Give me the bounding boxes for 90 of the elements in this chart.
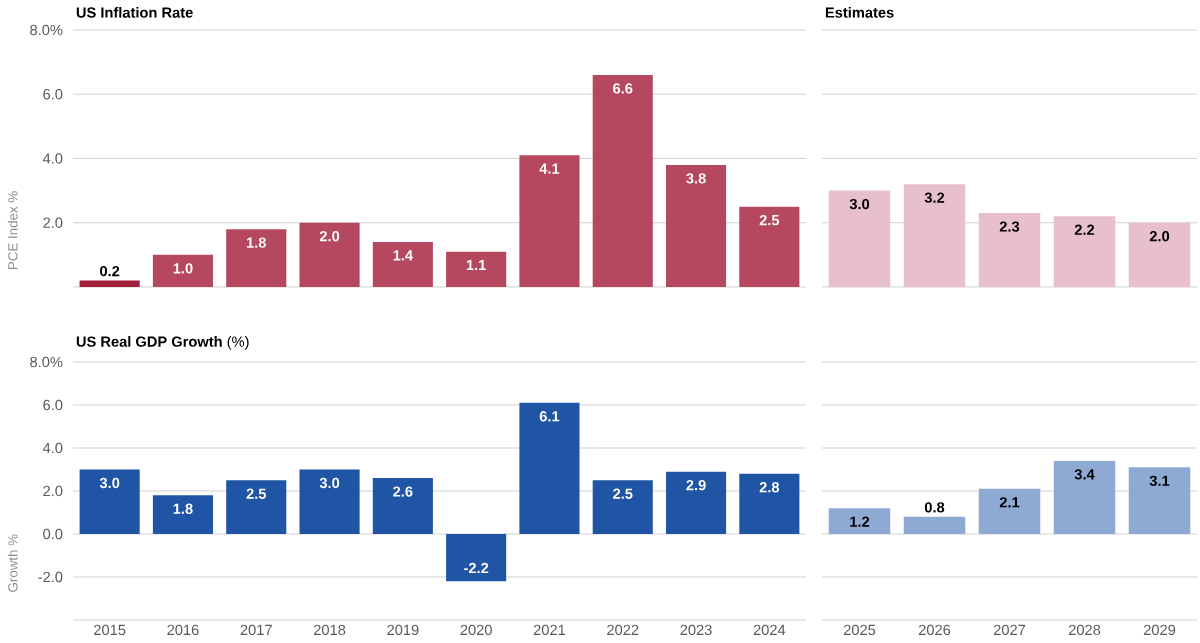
- x-tick-label: 2015: [94, 624, 126, 636]
- bar: [226, 480, 287, 534]
- data-label: 2.0: [1149, 231, 1170, 242]
- bar: [828, 508, 891, 534]
- bar: [978, 488, 1041, 534]
- x-tick-label: 2020: [460, 624, 492, 636]
- x-tick-label: 2027: [993, 624, 1026, 636]
- y-tick-label: 8.0%: [30, 356, 63, 368]
- data-label: 3.0: [99, 477, 120, 489]
- bar: [739, 206, 800, 287]
- bar: [152, 254, 213, 287]
- bar: [1128, 467, 1191, 534]
- y-tick-label: 6.0: [43, 399, 63, 411]
- y-tick-label: 8.0%: [30, 24, 63, 36]
- bar: [372, 478, 433, 534]
- y-tick-label: 4.0: [42, 153, 63, 164]
- x-tick-label: 2026: [918, 624, 951, 636]
- data-label: 2.8: [759, 482, 780, 493]
- data-label: 3.2: [924, 192, 945, 203]
- bar: [978, 213, 1041, 287]
- bar: [446, 534, 507, 582]
- bar: [299, 469, 360, 534]
- x-tick-label: 2029: [1143, 624, 1176, 636]
- data-label: 2.3: [999, 221, 1020, 232]
- data-label: 1.8: [246, 237, 266, 248]
- data-label: -2.2: [464, 562, 489, 574]
- chart-title: US Inflation Rate: [76, 6, 193, 18]
- x-tick-label: 2019: [387, 624, 419, 636]
- data-label: 6.1: [539, 411, 560, 422]
- bar: [79, 280, 140, 287]
- data-label: 1.8: [173, 503, 193, 514]
- data-label: 2.0: [319, 231, 340, 242]
- x-tick-label: 2016: [167, 624, 199, 636]
- y-tick-label: 0.0: [43, 528, 63, 540]
- bar: [666, 471, 727, 534]
- data-label: 2.5: [613, 488, 633, 499]
- bar: [446, 251, 507, 287]
- bar: [372, 242, 433, 287]
- y-tick-label: 4.0: [42, 442, 63, 454]
- y-axis-title: Growth %: [7, 534, 18, 592]
- data-label: 0.2: [100, 265, 120, 277]
- bar: [592, 480, 653, 534]
- y-tick-label: -2.0: [38, 571, 63, 583]
- x-tick-label: 2021: [533, 624, 566, 636]
- bar: [666, 164, 727, 287]
- bar: [828, 190, 891, 287]
- bar: [79, 469, 140, 534]
- bar: [1053, 216, 1116, 287]
- data-label: 3.0: [319, 477, 340, 489]
- bar: [519, 402, 580, 534]
- chart-title: Estimates: [825, 6, 894, 18]
- bar: [226, 229, 287, 287]
- x-tick-label: 2025: [843, 624, 876, 636]
- data-label: 6.6: [613, 83, 633, 94]
- data-label: 2.9: [686, 479, 706, 491]
- bar: [903, 516, 966, 534]
- bar: [1053, 460, 1116, 534]
- data-label: 1.4: [393, 250, 413, 261]
- data-label: 1.0: [173, 263, 193, 274]
- data-label: 4.1: [539, 163, 560, 174]
- bar: [299, 222, 360, 287]
- data-label: 2.6: [393, 486, 413, 497]
- y-tick-label: 2.0: [43, 217, 63, 228]
- x-tick-label: 2018: [313, 624, 346, 636]
- data-label: 3.0: [849, 198, 870, 210]
- y-tick-label: 6.0: [43, 89, 63, 100]
- data-label: 2.5: [246, 488, 267, 499]
- bar: [1128, 222, 1191, 287]
- data-label: 2.5: [759, 214, 780, 226]
- data-label: 2.2: [1074, 224, 1095, 235]
- data-label: 1.1: [466, 259, 486, 271]
- x-tick-label: 2022: [607, 624, 639, 636]
- y-axis-title: PCE Index %: [7, 191, 18, 270]
- data-label: 0.8: [924, 502, 945, 513]
- data-label: 1.2: [850, 516, 870, 527]
- bar: [903, 184, 966, 287]
- chart-title: US Real GDP Growth (%): [76, 336, 249, 350]
- x-tick-label: 2023: [680, 624, 712, 636]
- data-label: 3.1: [1149, 475, 1170, 487]
- bar: [739, 473, 800, 534]
- data-label: 3.4: [1074, 469, 1095, 480]
- y-tick-label: 2.0: [43, 485, 63, 497]
- data-label: 2.1: [999, 497, 1020, 508]
- bar: [592, 74, 653, 287]
- data-label: 3.8: [686, 173, 706, 184]
- x-tick-label: 2024: [753, 624, 786, 636]
- x-tick-label: 2028: [1068, 624, 1101, 636]
- bar: [519, 155, 580, 287]
- bar: [152, 495, 213, 534]
- x-tick-label: 2017: [240, 624, 272, 636]
